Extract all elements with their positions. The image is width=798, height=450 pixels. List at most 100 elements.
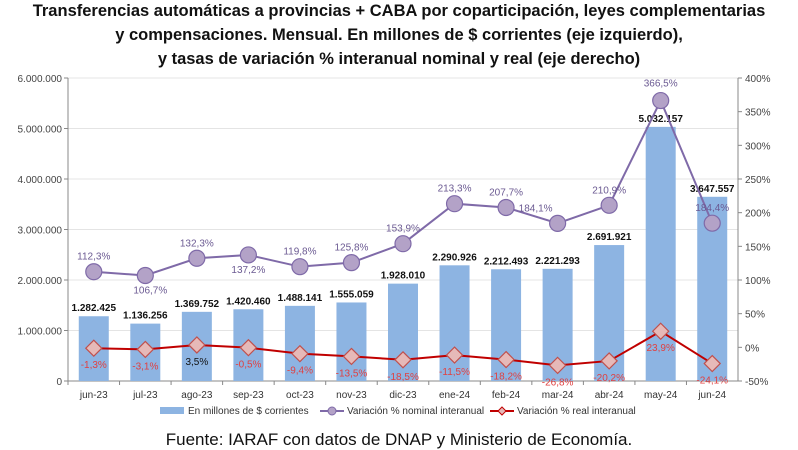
bar xyxy=(284,305,315,381)
nominal-marker xyxy=(239,246,257,264)
nominal-marker xyxy=(85,263,103,281)
real-data-label: -18,2% xyxy=(490,372,522,383)
real-marker xyxy=(497,350,515,369)
nominal-data-label: 119,8% xyxy=(283,247,316,258)
nominal-marker xyxy=(188,249,206,267)
real-marker xyxy=(239,338,258,357)
real-marker xyxy=(342,347,361,366)
real-data-label: -1,3% xyxy=(81,360,107,371)
right-axis-tick-label: 400% xyxy=(745,74,771,85)
right-axis-tick-label: 0% xyxy=(745,343,760,354)
x-axis-tick-label: feb-24 xyxy=(492,390,521,401)
legend-bar-swatch xyxy=(160,407,184,414)
bar-data-label: 2.212.493 xyxy=(484,256,529,267)
x-axis-tick-label: dic-23 xyxy=(389,390,417,401)
real-marker xyxy=(187,336,206,354)
bar xyxy=(336,302,367,381)
bar-data-label: 1.282.425 xyxy=(72,303,117,314)
bar-data-label: 2.221.293 xyxy=(535,256,580,267)
legend-nominal-marker xyxy=(327,406,337,416)
real-data-label: 3,5% xyxy=(185,357,208,368)
chart-title-line-1: Transferencias automáticas a provincias … xyxy=(32,2,766,20)
left-axis-tick-label: 5.000.000 xyxy=(18,125,63,136)
real-marker xyxy=(548,356,567,375)
right-axis-tick-label: 100% xyxy=(745,276,771,287)
real-marker xyxy=(703,354,722,373)
nominal-data-label: 153,9% xyxy=(386,224,420,235)
nominal-data-label: 207,7% xyxy=(489,187,523,198)
bar-data-label: 5.032.157 xyxy=(638,114,683,125)
right-axis-tick-label: 50% xyxy=(745,310,765,321)
bar-data-label: 1.488.141 xyxy=(278,293,323,304)
x-axis-tick-label: may-24 xyxy=(644,390,678,401)
real-marker xyxy=(136,340,155,359)
bar-data-label: 2.290.926 xyxy=(432,252,477,263)
left-axis-tick-label: 2.000.000 xyxy=(18,276,63,287)
nominal-marker xyxy=(497,198,515,217)
real-marker xyxy=(445,346,464,364)
nominal-marker xyxy=(291,258,309,276)
nominal-data-label: 132,3% xyxy=(180,238,214,249)
left-axis-tick-label: 0 xyxy=(56,377,62,388)
source-note: Fuente: IARAF con datos de DNAP y Minist… xyxy=(165,430,633,449)
real-data-label: -20,2% xyxy=(593,373,625,384)
right-axis-tick-label: -50% xyxy=(745,377,768,388)
real-data-label: -26,8% xyxy=(542,377,574,388)
nominal-data-label: 137,2% xyxy=(231,265,265,276)
real-marker xyxy=(651,322,670,341)
legend-label-bars: En millones de $ corrientes xyxy=(188,406,309,417)
nominal-marker xyxy=(394,235,412,253)
right-axis-tick-label: 300% xyxy=(745,141,771,152)
chart: 0 1.000.000 2.000.000 3.000.000 4.000.000 5.0… xyxy=(18,74,771,417)
right-axis-tick-label: 350% xyxy=(745,108,771,119)
bar-data-label: 1.420.460 xyxy=(226,296,271,307)
x-axis-tick-label: jul-23 xyxy=(132,390,158,401)
real-data-label: -18,5% xyxy=(387,372,419,383)
legend-label-real: Variación % real interanual xyxy=(517,406,636,417)
nominal-data-label: 184,1% xyxy=(519,203,553,214)
nominal-data-label: 213,3% xyxy=(438,184,472,195)
bar-data-label: 1.555.059 xyxy=(329,289,374,300)
x-axis-tick-label: nov-23 xyxy=(336,390,367,401)
real-marker xyxy=(84,339,103,358)
nominal-marker xyxy=(703,214,721,232)
real-marker xyxy=(291,344,309,363)
x-axis-tick-label: abr-24 xyxy=(595,390,624,401)
real-data-label: 23,9% xyxy=(647,343,675,354)
real-data-label: -0,5% xyxy=(235,360,261,371)
chart-title-line-3: y tasas de variación % interanual nomina… xyxy=(157,50,641,68)
real-data-label: -9,4% xyxy=(287,366,313,377)
x-axis-tick-label: sep-23 xyxy=(233,390,264,401)
bar-data-label: 3.647.557 xyxy=(690,184,735,195)
nominal-marker xyxy=(600,196,618,214)
nominal-data-label: 366,5% xyxy=(644,79,678,90)
nominal-data-label: 112,3% xyxy=(77,252,110,263)
right-axis-tick-label: 150% xyxy=(745,242,771,253)
nominal-marker xyxy=(445,195,464,213)
bar-data-label: 1.136.256 xyxy=(123,311,168,322)
left-axis-tick-label: 4.000.000 xyxy=(18,175,63,186)
real-data-label: -3,1% xyxy=(132,361,158,372)
right-axis-tick-label: 200% xyxy=(745,209,771,220)
x-axis-tick-label: jun-23 xyxy=(79,390,108,401)
bar-data-label: 1.369.752 xyxy=(175,299,220,310)
real-data-label: -24,1% xyxy=(696,376,728,387)
x-axis-tick-label: oct-23 xyxy=(286,390,314,401)
left-axis-tick-label: 3.000.000 xyxy=(18,226,63,237)
nominal-data-label: 106,7% xyxy=(133,285,167,296)
real-marker xyxy=(600,352,619,370)
bar-data-label: 2.691.921 xyxy=(587,232,632,243)
nominal-marker xyxy=(342,254,361,272)
left-axis-tick-label: 1.000.000 xyxy=(18,327,63,338)
x-axis-tick-label: ene-24 xyxy=(439,390,471,401)
x-axis-tick-label: jun-24 xyxy=(697,390,726,401)
nominal-marker xyxy=(549,214,567,232)
legend-real-marker xyxy=(497,406,507,416)
real-marker xyxy=(394,350,412,369)
right-axis-tick-label: 250% xyxy=(745,175,771,186)
x-axis-tick-label: ago-23 xyxy=(181,390,213,401)
nominal-data-label: 210,9% xyxy=(592,185,626,196)
x-axis-tick-label: mar-24 xyxy=(542,390,574,401)
nominal-marker xyxy=(652,91,670,110)
real-data-label: -13,5% xyxy=(336,368,368,379)
